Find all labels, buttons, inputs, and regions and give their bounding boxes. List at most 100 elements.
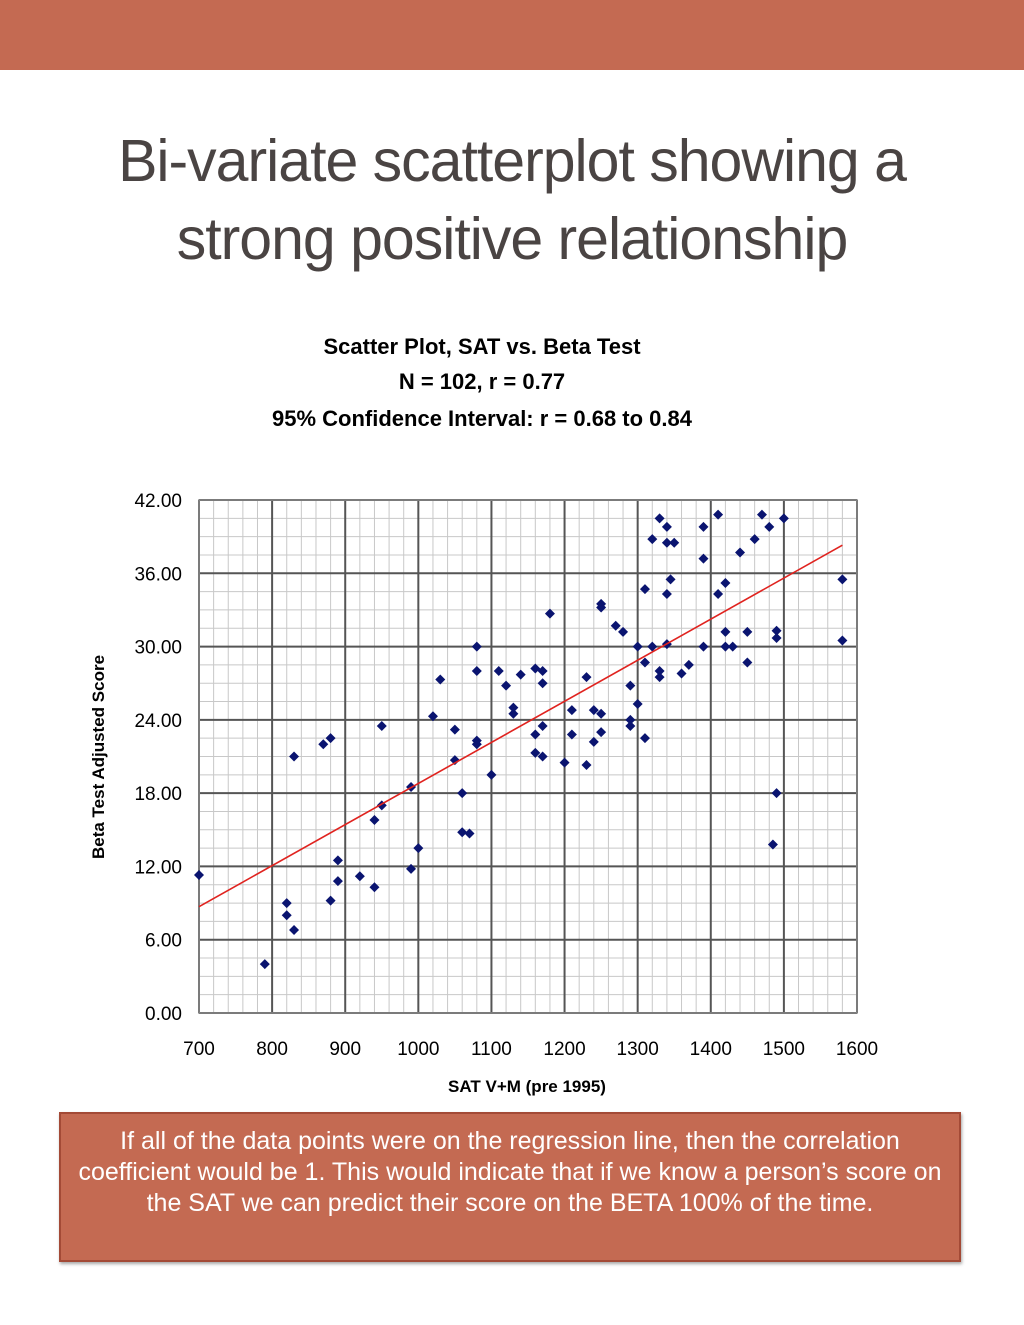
- data-point: [698, 641, 709, 652]
- data-point: [639, 657, 650, 668]
- data-point: [281, 910, 292, 921]
- data-point: [610, 620, 621, 631]
- x-tick-label: 900: [329, 1039, 361, 1060]
- data-point: [596, 727, 607, 738]
- data-point: [435, 674, 446, 685]
- data-point: [449, 724, 460, 735]
- data-point: [530, 729, 541, 740]
- data-point: [669, 537, 680, 548]
- y-tick-labels: 0.00 6.00 12.00 18.00 24.00 30.00 36.00 42.00: [134, 491, 182, 1025]
- caption-box: If all of the data points were on the re…: [59, 1112, 961, 1262]
- data-point: [625, 720, 636, 731]
- y-tick-label: 0.00: [145, 1004, 182, 1025]
- data-point: [537, 678, 548, 689]
- data-point: [464, 828, 475, 839]
- data-point: [369, 815, 380, 826]
- data-point: [332, 855, 343, 866]
- data-point: [713, 589, 724, 600]
- chart-title-line-1: Scatter Plot, SAT vs. Beta Test: [323, 334, 641, 359]
- data-point: [259, 959, 270, 970]
- slide-title-line-1: Bi-variate scatterplot showing a: [118, 128, 907, 194]
- chart-title-line-3: 95% Confidence Interval: r = 0.68 to 0.8…: [272, 406, 693, 431]
- data-point: [515, 669, 526, 680]
- y-tick-label: 18.00: [134, 784, 182, 805]
- y-tick-label: 36.00: [134, 564, 182, 585]
- regression-line: [198, 544, 843, 908]
- data-point: [647, 641, 658, 652]
- data-point: [654, 666, 665, 676]
- data-point: [661, 589, 672, 600]
- data-point: [727, 641, 738, 652]
- data-point: [325, 895, 336, 906]
- data-point: [771, 633, 782, 644]
- data-point: [354, 871, 365, 882]
- data-point: [376, 720, 387, 731]
- x-tick-label: 1100: [471, 1039, 512, 1060]
- data-point: [618, 626, 629, 637]
- data-point: [735, 547, 746, 558]
- data-point: [289, 924, 300, 935]
- scatter-chart: Scatter Plot, SAT vs. Beta Test N = 102,…: [89, 334, 878, 1096]
- data-point: [544, 608, 555, 619]
- data-point: [566, 729, 577, 740]
- x-tick-label: 1400: [690, 1039, 732, 1060]
- data-point: [654, 672, 665, 683]
- data-point: [486, 769, 497, 780]
- data-point: [501, 680, 512, 691]
- data-point: [771, 788, 782, 799]
- plot-area-border: [198, 499, 858, 1014]
- y-tick-label: 6.00: [145, 931, 182, 952]
- data-point: [625, 680, 636, 691]
- regression-line-group: [198, 544, 843, 908]
- data-point: [778, 513, 789, 524]
- data-point: [639, 733, 650, 744]
- y-tick-label: 42.00: [134, 491, 182, 512]
- data-point: [596, 602, 607, 613]
- y-tick-label: 12.00: [134, 857, 182, 878]
- data-point: [837, 635, 848, 646]
- data-point: [756, 509, 767, 520]
- data-point: [318, 739, 329, 750]
- chart-title-line-2: N = 102, r = 0.77: [399, 369, 565, 394]
- data-point: [749, 534, 760, 545]
- y-tick-label: 30.00: [134, 638, 182, 659]
- data-point: [566, 705, 577, 716]
- data-point: [457, 827, 468, 838]
- data-point: [713, 509, 724, 520]
- x-tick-label: 1200: [543, 1039, 585, 1060]
- data-point: [537, 720, 548, 731]
- data-point: [698, 553, 709, 564]
- data-point: [676, 668, 687, 679]
- data-point: [289, 751, 300, 762]
- data-point: [698, 521, 709, 532]
- data-point: [471, 641, 482, 652]
- slide-title: Bi-variate scatterplot showing a strong …: [40, 122, 984, 278]
- data-point: [427, 711, 438, 722]
- data-point: [194, 869, 204, 880]
- data-point: [471, 739, 482, 750]
- data-point: [632, 698, 643, 709]
- x-tick-labels: 700 800 900 1000 1100 1200 1300 1400 1500 1600: [183, 1039, 878, 1060]
- data-point: [581, 760, 592, 771]
- x-axis-label: SAT V+M (pre 1995): [448, 1077, 606, 1096]
- data-point: [588, 705, 599, 716]
- y-tick-label: 24.00: [134, 711, 182, 732]
- data-point: [665, 574, 676, 585]
- x-tick-label: 1600: [836, 1039, 878, 1060]
- major-grid: [198, 499, 858, 1014]
- data-point: [661, 521, 672, 532]
- data-point: [471, 666, 482, 676]
- data-point: [639, 584, 650, 595]
- top-accent-bar: [0, 0, 1024, 70]
- data-points: [194, 509, 848, 970]
- x-tick-label: 1300: [617, 1039, 659, 1060]
- data-point: [530, 747, 541, 758]
- y-axis-label: Beta Test Adjusted Score: [89, 655, 108, 859]
- data-point: [625, 714, 636, 725]
- caption-text: If all of the data points were on the re…: [78, 1127, 942, 1217]
- data-point: [764, 521, 775, 532]
- data-point: [406, 863, 417, 874]
- data-point: [559, 757, 570, 768]
- data-point: [413, 843, 424, 854]
- x-tick-label: 1500: [763, 1039, 805, 1060]
